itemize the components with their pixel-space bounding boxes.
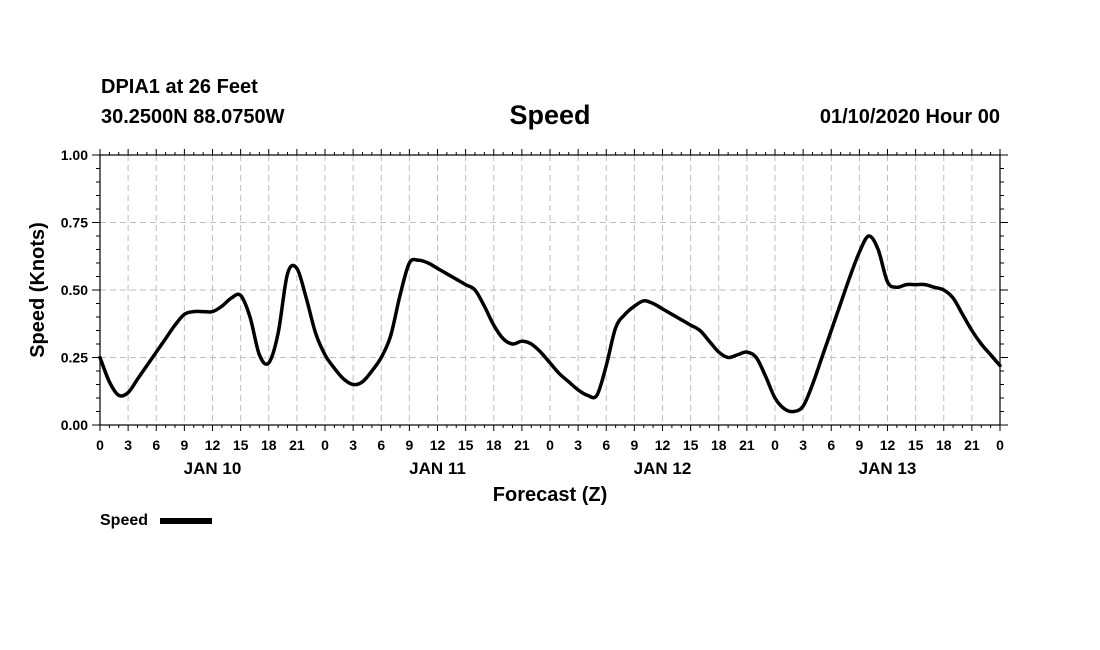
y-tick-label: 0.00: [61, 417, 88, 433]
x-tick-label: 6: [377, 437, 385, 453]
run-time-label: 01/10/2020 Hour 00: [819, 106, 1000, 128]
series-layer: [98, 234, 1002, 414]
coordinates-label: 30.2500N 88.0750W: [101, 106, 285, 128]
x-tick-label: 0: [771, 437, 779, 453]
x-tick-label: 15: [233, 437, 249, 453]
plot-frame: [99, 154, 1001, 426]
x-tick-label: 21: [514, 437, 530, 453]
x-tick-label: 18: [711, 437, 727, 453]
x-tick-label: 6: [152, 437, 160, 453]
x-tick-label: 9: [630, 437, 638, 453]
day-label: JAN 10: [184, 459, 242, 478]
x-tick-label: 0: [321, 437, 329, 453]
x-tick-label: 12: [205, 437, 221, 453]
x-tick-label: 3: [799, 437, 807, 453]
x-tick-label: 0: [996, 437, 1004, 453]
x-tick-label: 9: [180, 437, 188, 453]
series-line-speed: [98, 234, 1002, 414]
x-tick-label: 18: [936, 437, 952, 453]
x-tick-label: 9: [855, 437, 863, 453]
x-tick-label: 3: [574, 437, 582, 453]
grid-lines: [100, 155, 1000, 425]
x-tick-label: 6: [827, 437, 835, 453]
chart-title: Speed: [509, 100, 591, 130]
y-tick-label: 0.25: [61, 350, 88, 366]
x-tick-label: 3: [349, 437, 357, 453]
x-tick-label: 15: [683, 437, 699, 453]
x-tick-label: 6: [602, 437, 610, 453]
y-axis-title: Speed (Knots): [27, 222, 49, 358]
x-tick-label: 21: [964, 437, 980, 453]
x-tick-label: 21: [289, 437, 305, 453]
y-tick-label: 1.00: [61, 147, 88, 163]
day-label: JAN 13: [859, 459, 917, 478]
station-label: DPIA1 at 26 Feet: [101, 76, 258, 98]
legend-label: Speed: [100, 512, 148, 529]
x-tick-label: 0: [96, 437, 104, 453]
x-tick-label: 18: [261, 437, 277, 453]
x-axis-title: Forecast (Z): [493, 484, 607, 506]
x-tick-label: 15: [458, 437, 474, 453]
x-tick-label: 12: [430, 437, 446, 453]
y-tick-label: 0.75: [61, 215, 88, 231]
x-tick-label: 18: [486, 437, 502, 453]
x-tick-label: 9: [405, 437, 413, 453]
legend: Speed: [100, 512, 212, 529]
day-label: JAN 12: [634, 459, 692, 478]
axis-tick-labels: 0.00 0.25 0.50 0.75 1.00 0 3 6 9 12 15 18 21 0 3 6 9 12 15…: [61, 147, 1004, 478]
x-tick-label: 12: [655, 437, 671, 453]
x-tick-label: 15: [908, 437, 924, 453]
x-tick-label: 0: [546, 437, 554, 453]
y-tick-label: 0.50: [61, 282, 88, 298]
x-tick-label: 21: [739, 437, 755, 453]
day-label: JAN 11: [409, 459, 466, 478]
x-tick-label: 3: [124, 437, 132, 453]
x-tick-label: 12: [880, 437, 896, 453]
